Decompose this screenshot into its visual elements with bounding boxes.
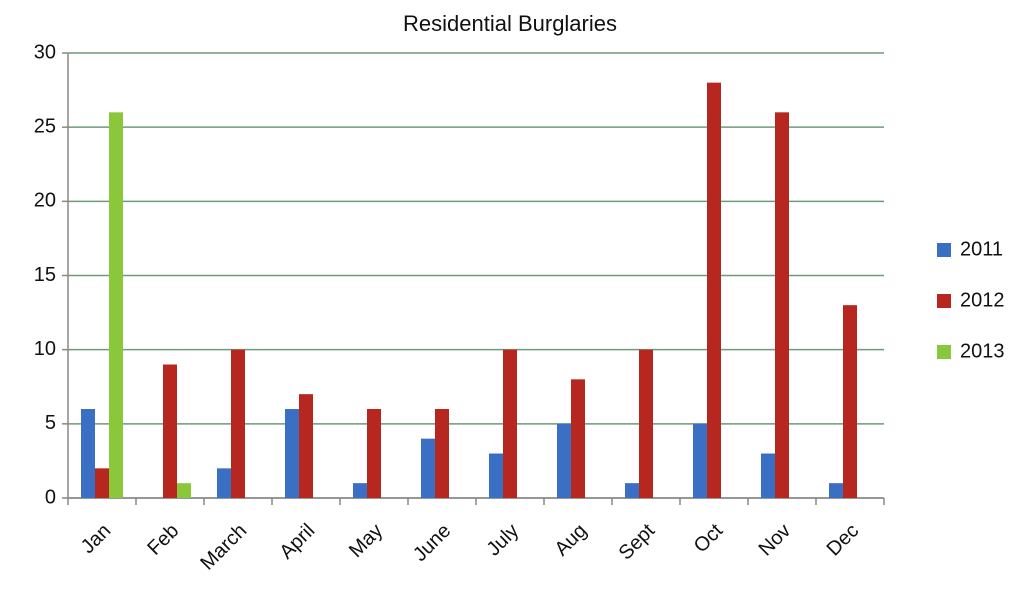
y-tick-label: 0 (45, 486, 56, 508)
bar (231, 349, 245, 498)
legend-label: 2012 (960, 289, 1005, 311)
y-tick-label: 5 (45, 412, 56, 434)
bar (571, 379, 585, 498)
legend-swatch (937, 243, 951, 257)
x-tick-label: Feb (143, 520, 183, 560)
legend-swatch (937, 345, 951, 359)
legend-label: 2011 (960, 238, 1003, 260)
bar (109, 112, 123, 498)
x-tick-label: Nov (755, 520, 796, 561)
bar (843, 305, 857, 498)
bar (177, 483, 191, 498)
bar (95, 468, 109, 498)
chart-title: Residential Burglaries (403, 11, 617, 36)
x-tick-label: Dec (823, 520, 864, 561)
bar (163, 364, 177, 498)
bar (761, 453, 775, 498)
x-tick-label: July (483, 520, 524, 561)
legend-swatch (937, 294, 951, 308)
bar (367, 409, 381, 498)
x-tick-label: June (409, 520, 455, 566)
bar (285, 409, 299, 498)
bar (503, 349, 517, 498)
x-tick-label: Jan (77, 520, 115, 558)
y-tick-label: 30 (34, 41, 56, 63)
x-tick-label: Aug (551, 520, 592, 561)
bar (489, 453, 503, 498)
bar (639, 349, 653, 498)
x-tick-label: April (275, 520, 319, 564)
bar (707, 82, 721, 499)
bar (625, 483, 639, 498)
bar (353, 483, 367, 498)
legend-label: 2013 (960, 340, 1005, 362)
x-tick-label: Sept (615, 519, 660, 564)
x-tick-label: Oct (690, 519, 728, 557)
bar (421, 438, 435, 498)
y-tick-label: 25 (34, 115, 56, 137)
y-tick-label: 10 (34, 338, 56, 360)
x-tick-label: March (196, 520, 251, 575)
bar (693, 423, 707, 498)
y-tick-label: 15 (34, 264, 56, 286)
bar (299, 394, 313, 498)
bar (217, 468, 231, 498)
bar (775, 112, 789, 498)
bar (81, 409, 95, 498)
bar (435, 409, 449, 498)
y-tick-label: 20 (34, 190, 56, 212)
bar (557, 423, 571, 498)
bar (829, 483, 843, 498)
x-tick-label: May (345, 520, 387, 562)
